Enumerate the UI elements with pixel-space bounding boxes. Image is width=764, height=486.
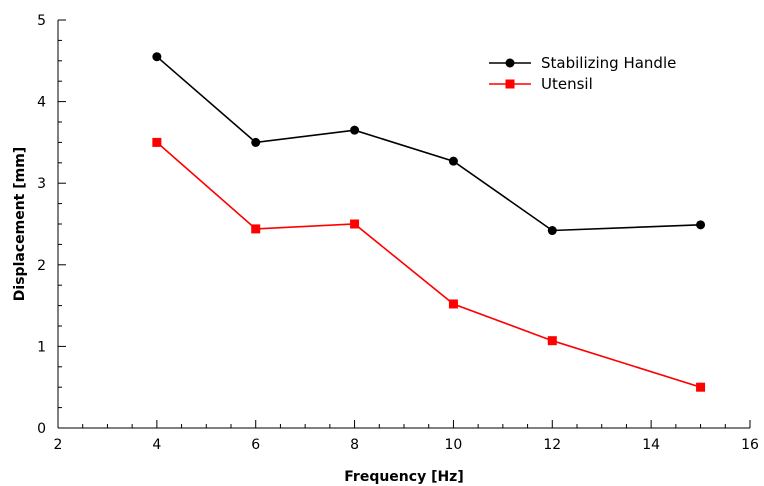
data-point — [696, 383, 705, 392]
axes — [58, 20, 750, 428]
y-tick-label: 4 — [37, 95, 46, 111]
series — [152, 52, 705, 391]
y-tick-label: 1 — [37, 339, 46, 355]
data-point — [350, 220, 359, 229]
data-point — [449, 157, 458, 166]
series-stabilizing-handle — [152, 52, 705, 235]
y-tick-label: 0 — [37, 421, 46, 437]
series-line — [157, 142, 701, 387]
data-point — [152, 138, 161, 147]
legend-label: Utensil — [541, 75, 593, 93]
legend-marker — [506, 59, 515, 68]
legend-item: Utensil — [489, 75, 593, 93]
x-tick-label: 10 — [445, 437, 463, 453]
data-point — [251, 224, 260, 233]
legend-item: Stabilizing Handle — [489, 54, 676, 72]
series-utensil — [152, 138, 705, 392]
x-tick-label: 8 — [350, 437, 359, 453]
series-line — [157, 57, 701, 231]
y-tick-label: 2 — [37, 258, 46, 274]
x-tick-label: 16 — [741, 437, 759, 453]
data-point — [548, 226, 557, 235]
y-tick-label: 3 — [37, 176, 46, 192]
x-tick-label: 4 — [152, 437, 161, 453]
x-tick-label: 12 — [543, 437, 561, 453]
x-tick-label: 14 — [642, 437, 660, 453]
data-point — [251, 138, 260, 147]
x-axis-title: Frequency [Hz] — [344, 469, 463, 485]
legend-label: Stabilizing Handle — [541, 54, 676, 72]
y-tick-label: 5 — [37, 13, 46, 29]
data-point — [696, 220, 705, 229]
data-point — [548, 336, 557, 345]
data-point — [152, 52, 161, 61]
data-point — [350, 126, 359, 135]
x-tick-label: 2 — [54, 437, 63, 453]
legend-marker — [506, 80, 515, 89]
x-tick-label: 6 — [251, 437, 260, 453]
legend: Stabilizing Handle Utensil — [489, 54, 676, 93]
data-point — [449, 299, 458, 308]
y-axis-title: Displacement [mm] — [12, 147, 28, 301]
